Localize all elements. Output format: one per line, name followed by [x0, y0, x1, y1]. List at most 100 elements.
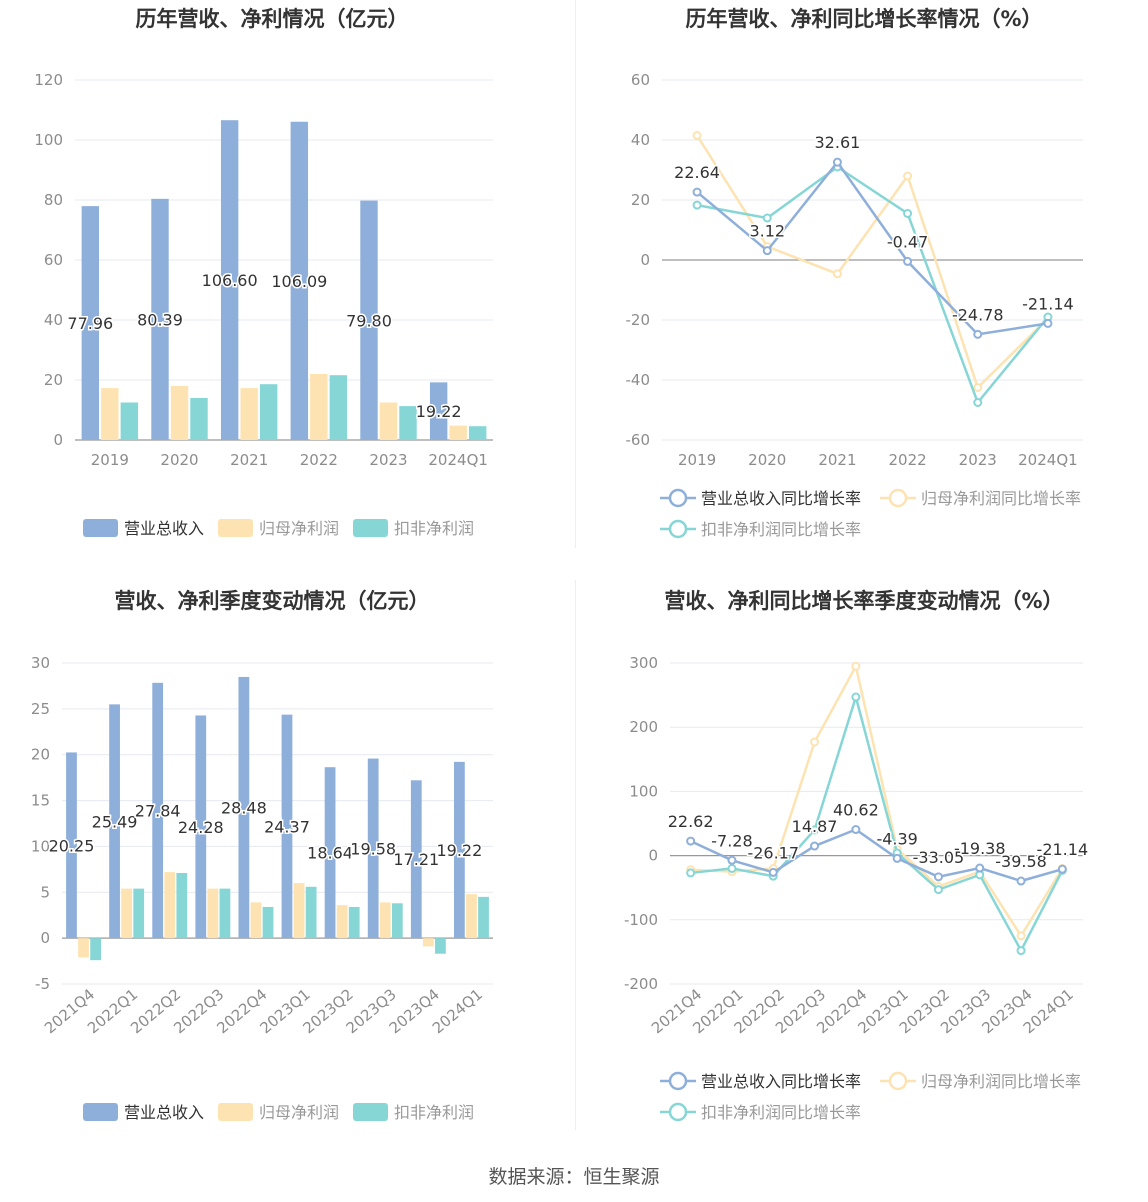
- x-tick-label: 2022: [300, 451, 338, 469]
- legend-label: 扣非净利润同比增长率: [701, 1103, 861, 1122]
- data-label: -21.14: [1022, 294, 1074, 313]
- data-point: [686, 868, 696, 878]
- data-point: [973, 329, 983, 339]
- series-line: [696, 165, 1049, 405]
- data-label: -24.78: [952, 305, 1004, 324]
- legend-label: 归母净利润同比增长率: [921, 1072, 1081, 1091]
- legend-marker: [668, 1071, 688, 1091]
- data-point: [727, 863, 737, 873]
- data-point: [1043, 318, 1053, 328]
- bar-deducted-profit: [133, 888, 145, 939]
- legend-marker: [888, 488, 908, 508]
- legend-label: 营业总收入同比增长率: [701, 489, 861, 508]
- x-tick-label: 2020: [748, 451, 786, 469]
- bar-revenue: [81, 206, 100, 440]
- bar-revenue: [290, 121, 309, 440]
- bar-revenue: [238, 676, 250, 939]
- bar-net-profit: [379, 902, 391, 939]
- annual-amounts-chart: 历年营收、净利情况（亿元） 0 20 40 60 80 100 120 2019 2020 2021…: [34, 7, 493, 538]
- data-label: 27.84: [135, 801, 181, 820]
- y-tick-label: -60: [626, 431, 651, 449]
- y-tick-label: -5: [35, 975, 50, 993]
- x-tick-label: 2019: [678, 451, 716, 469]
- bar-net-profit: [170, 386, 189, 440]
- data-label: 19.58: [350, 839, 396, 858]
- bar-revenue: [220, 120, 239, 440]
- bar-revenue: [152, 682, 164, 939]
- data-label: 80.39: [137, 310, 183, 329]
- series-line: [696, 160, 1049, 336]
- data-label: 79.80: [346, 311, 392, 330]
- x-tick-label: 2023: [959, 451, 997, 469]
- x-tick-label: 2021: [230, 451, 268, 469]
- data-label: -7.28: [711, 831, 752, 850]
- y-tick-label: 300: [629, 654, 658, 672]
- data-point: [810, 841, 820, 851]
- legend-label: 营业总收入: [124, 519, 204, 538]
- bar-revenue: [360, 200, 378, 440]
- data-label: 22.64: [674, 163, 720, 182]
- data-point: [903, 209, 913, 218]
- data-point: [1016, 946, 1026, 956]
- chart-title: 营收、净利同比增长率季度变动情况（%）: [664, 589, 1063, 613]
- data-point: [851, 661, 861, 671]
- bar-deducted-profit: [90, 938, 102, 961]
- data-point: [851, 692, 861, 702]
- bar-revenue: [66, 752, 77, 939]
- y-tick-label: 60: [631, 71, 650, 89]
- legend-marker: [668, 1102, 688, 1122]
- data-label: 106.60: [202, 271, 258, 290]
- legend-swatch: [353, 519, 388, 537]
- legend-marker: [668, 488, 688, 508]
- bar-deducted-profit: [120, 402, 139, 440]
- data-point: [727, 855, 737, 865]
- y-tick-label: 5: [40, 883, 50, 901]
- data-label: 40.62: [833, 801, 879, 820]
- data-label: 24.37: [264, 817, 310, 836]
- data-label: -4.39: [876, 829, 917, 848]
- y-tick-label: 100: [34, 131, 63, 149]
- data-point: [810, 825, 820, 835]
- chart-title: 历年营收、净利情况（亿元）: [136, 7, 409, 31]
- bar-net-profit: [164, 872, 176, 939]
- data-point: [933, 872, 943, 882]
- bar-net-profit: [379, 402, 398, 440]
- data-point: [832, 157, 842, 167]
- y-tick-label: 30: [31, 654, 50, 672]
- legend-label: 扣非净利润: [394, 519, 474, 538]
- bar-net-profit: [310, 374, 328, 440]
- x-tick-label: 2021: [818, 451, 856, 469]
- data-point: [762, 246, 772, 256]
- data-point: [973, 398, 983, 407]
- data-label: 20.25: [49, 836, 95, 855]
- legend-label: 扣非净利润同比增长率: [701, 520, 861, 539]
- data-point: [903, 256, 913, 266]
- y-tick-label: 20: [31, 746, 50, 764]
- y-tick-label: 15: [31, 792, 50, 810]
- legend-swatch: [83, 1103, 118, 1121]
- x-tick-label: 2024Q1: [428, 451, 488, 469]
- bar-net-profit: [336, 905, 348, 939]
- y-tick-label: 40: [44, 311, 63, 329]
- bar-revenue: [281, 714, 293, 939]
- series-line: [690, 662, 1064, 939]
- data-label: 32.61: [815, 133, 861, 152]
- data-label: 77.96: [67, 314, 113, 333]
- data-label: 22.62: [668, 812, 714, 831]
- data-label: 19.22: [436, 841, 482, 860]
- y-tick-label: -20: [626, 311, 651, 329]
- y-tick-label: 100: [629, 782, 658, 800]
- bar-net-profit: [466, 894, 477, 939]
- data-point: [933, 885, 943, 895]
- y-tick-label: -40: [626, 371, 651, 389]
- series-line: [690, 692, 1064, 954]
- bar-deducted-profit: [391, 903, 403, 939]
- bar-revenue: [410, 780, 422, 939]
- panel-divider-bottom: [575, 580, 576, 1130]
- chart-title: 历年营收、净利同比增长率情况（%）: [685, 7, 1042, 31]
- data-label: 17.21: [393, 850, 439, 869]
- legend-label: 归母净利润: [259, 519, 339, 538]
- y-tick-label: 60: [44, 251, 63, 269]
- y-tick-label: 0: [648, 847, 658, 865]
- y-tick-label: 40: [631, 131, 650, 149]
